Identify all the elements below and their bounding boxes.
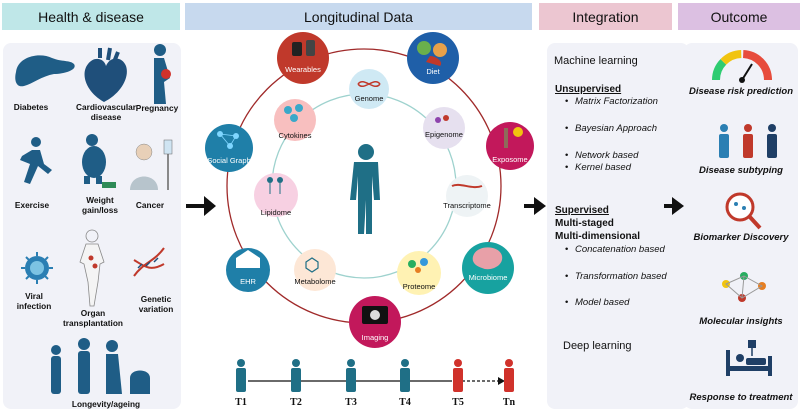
unsupervised-heading: Unsupervised: [555, 84, 622, 95]
timeline-label-t1: T1: [235, 397, 247, 408]
header-health-disease: Health & disease: [2, 3, 180, 30]
deep-learning: Deep learning: [563, 340, 632, 352]
outcome-biomarker: Biomarker Discovery: [693, 232, 789, 243]
dna-icon: [133, 247, 165, 277]
integration-title: Machine learning: [554, 55, 638, 67]
label-longevity: Longevity/ageing: [71, 399, 141, 409]
svg-text:Cytokines: Cytokines: [279, 131, 312, 140]
timeline-label-t5: T5: [452, 397, 464, 408]
virus-icon: [21, 252, 53, 284]
timeline-person-tn: [504, 359, 514, 392]
timeline-label-t3: T3: [345, 397, 357, 408]
label-genetic-variation: Genetic variation: [138, 294, 174, 314]
cytokines-node: Cytokines: [274, 99, 316, 141]
svg-text:Proteome: Proteome: [403, 282, 436, 291]
unsupervised-item-4: Kernel based: [565, 162, 675, 174]
pregnancy-icon: [154, 44, 171, 104]
supervised-sub-multi-staged: Multi-staged: [555, 218, 614, 229]
person-icon: [350, 144, 380, 234]
metabolome-node: Metabolome: [294, 249, 336, 291]
timeline-label-tn: Tn: [503, 397, 516, 408]
label-weight: Weight gain/loss: [82, 195, 118, 215]
diet-node: Diet: [407, 32, 459, 84]
outcome-disease-risk: Disease risk prediction: [688, 86, 794, 97]
exercise-icon: [20, 137, 52, 184]
arrow-health-to-data: [186, 196, 216, 216]
timeline-arrowhead: [498, 377, 505, 385]
arrow-data-to-integration: [524, 197, 546, 215]
svg-text:Lipidome: Lipidome: [261, 208, 291, 217]
supervised-item-3: Model based: [565, 297, 675, 309]
outcome-subtyping: Disease subtyping: [699, 165, 783, 176]
wearables-node: Wearables: [277, 32, 329, 84]
exposome-node: Exposome: [486, 122, 534, 170]
timeline-person-t2: [291, 359, 301, 392]
unsupervised-item-1: Matrix Factorization: [565, 96, 675, 108]
supervised-sub-multi-dimensional: Multi-dimensional: [555, 231, 640, 242]
supervised-item-1: Concatenation based: [565, 244, 675, 256]
lipidome-node: Lipidome: [254, 173, 298, 217]
epigenome-node: Epigenome: [423, 107, 465, 149]
microbiome-node: Microbiome: [462, 242, 514, 294]
timeline-label-t2: T2: [290, 397, 302, 408]
header-longitudinal-data: Longitudinal Data: [185, 3, 532, 30]
header-integration: Integration: [539, 3, 672, 30]
ehr-node: EHR: [226, 248, 270, 292]
unsupervised-item-2: Bayesian Approach: [565, 123, 675, 135]
heart-icon: [84, 47, 127, 102]
svg-text:Social Graph: Social Graph: [207, 156, 250, 165]
label-cardiovascular: Cardiovascular disease: [76, 102, 136, 122]
timeline-person-t3: [346, 359, 356, 392]
svg-text:Genome: Genome: [355, 94, 384, 103]
supervised-item-2: Transformation based: [565, 271, 675, 283]
svg-text:Exposome: Exposome: [492, 155, 527, 164]
svg-text:Imaging: Imaging: [362, 333, 389, 342]
label-diabetes: Diabetes: [13, 102, 49, 112]
genome-node: Genome: [349, 69, 389, 109]
hospital-bed-icon: [726, 340, 772, 376]
pancreas-icon: [15, 55, 75, 87]
weight-icon: [82, 134, 116, 188]
magnifier-icon: [725, 192, 762, 230]
timeline-label-t4: T4: [399, 397, 411, 408]
header-outcome: Outcome: [678, 3, 800, 30]
outcome-response-treatment: Response to treatment: [689, 392, 793, 403]
timeline-person-t4: [400, 359, 410, 392]
timeline-person-t5: [453, 359, 463, 392]
proteome-node: Proteome: [397, 251, 441, 295]
svg-text:EHR: EHR: [240, 277, 256, 286]
svg-text:Metabolome: Metabolome: [294, 277, 335, 286]
organ-transplant-icon: [79, 229, 105, 307]
unsupervised-item-3: Network based: [565, 150, 675, 162]
arrow-integration-to-outcome: [664, 197, 684, 215]
people-subtyping-icon: [719, 124, 777, 158]
gauge-icon: [712, 50, 772, 83]
label-cancer: Cancer: [135, 200, 165, 210]
imaging-node: Imaging: [349, 296, 401, 348]
outcome-molecular-insights: Molecular insights: [699, 316, 783, 327]
svg-text:Diet: Diet: [426, 67, 440, 76]
label-viral-infection: Viral infection: [16, 291, 52, 311]
label-exercise: Exercise: [14, 200, 50, 210]
health-disease-panel: [3, 43, 181, 409]
svg-text:Transcriptome: Transcriptome: [443, 201, 491, 210]
social-graph-node: Social Graph: [205, 124, 253, 172]
svg-text:Wearables: Wearables: [285, 65, 321, 74]
supervised-heading: Supervised: [555, 205, 609, 216]
molecular-network-icon: [722, 272, 766, 302]
cancer-patient-icon: [130, 139, 173, 190]
svg-text:Epigenome: Epigenome: [425, 130, 463, 139]
label-pregnancy: Pregnancy: [135, 103, 179, 113]
svg-text:Microbiome: Microbiome: [469, 273, 508, 282]
timeline-person-t1: [236, 359, 246, 392]
transcriptome-node: Transcriptome: [443, 175, 491, 217]
outcome-panel: [684, 43, 798, 409]
longevity-icon: [51, 338, 150, 394]
label-organ-transplantation: Organ transplantation: [63, 308, 123, 328]
